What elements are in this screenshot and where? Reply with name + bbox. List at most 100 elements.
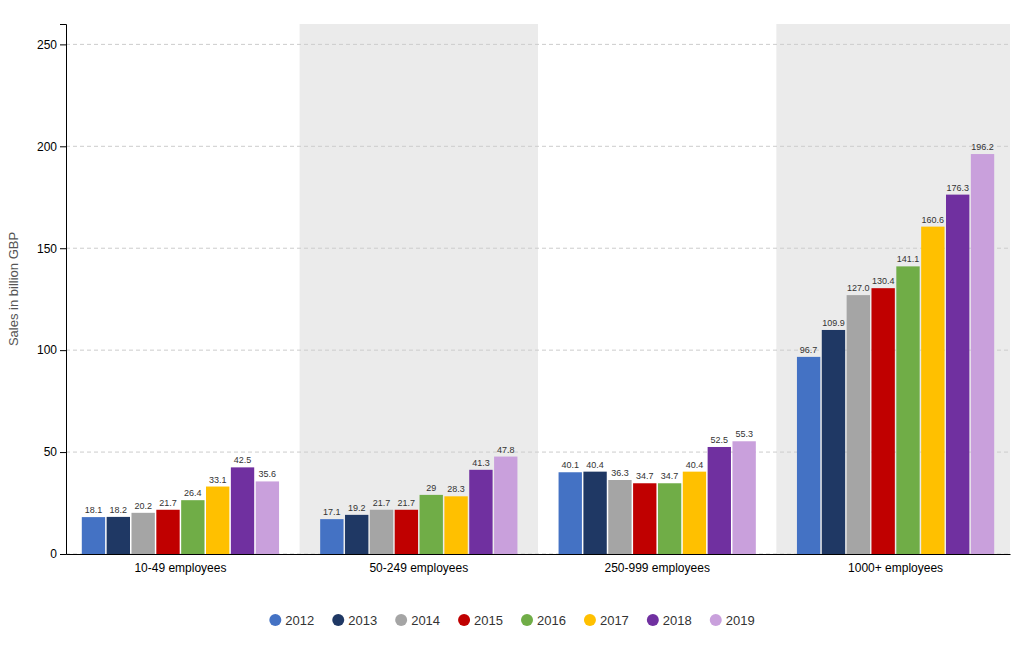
- x-tick-label: 50-249 employees: [369, 561, 468, 575]
- data-label: 21.7: [398, 498, 416, 508]
- y-tick-mark: [60, 44, 66, 45]
- x-tick: 50-249 employees: [369, 561, 468, 575]
- bar-series: [181, 266, 920, 554]
- data-label: 52.5: [711, 435, 729, 445]
- data-label: 141.1: [897, 254, 920, 264]
- bar-series: [82, 357, 821, 554]
- data-label: 21.7: [373, 498, 391, 508]
- group-shading: [300, 24, 538, 554]
- legend-item: 2012: [269, 613, 314, 628]
- grid: [66, 44, 1010, 554]
- data-label: 176.3: [946, 183, 969, 193]
- bar-series: [107, 330, 846, 554]
- data-label: 42.5: [234, 455, 252, 465]
- bar: [847, 295, 870, 554]
- bar-series: [206, 227, 945, 554]
- bar: [658, 483, 681, 554]
- bar: [871, 288, 894, 554]
- data-label: 20.2: [134, 501, 152, 511]
- bar: [797, 357, 820, 554]
- bar: [206, 487, 229, 554]
- data-label: 55.3: [735, 429, 753, 439]
- grid-line: [66, 146, 1010, 147]
- bar-series: [256, 154, 995, 554]
- y-tick-mark: [60, 350, 66, 351]
- y-tick-label: 100: [37, 343, 57, 357]
- data-label: 41.3: [472, 458, 490, 468]
- legend-marker: [521, 614, 533, 626]
- y-tick-label: 0: [50, 547, 57, 561]
- bar: [395, 510, 418, 554]
- y-tick: 200: [37, 140, 66, 154]
- legend: 20122013201420152016201720182019: [269, 613, 754, 628]
- data-label: 33.1: [209, 475, 227, 485]
- legend-label: 2018: [663, 613, 692, 628]
- bar: [946, 195, 969, 554]
- bar: [156, 510, 179, 554]
- x-tick-label: 250-999 employees: [604, 561, 709, 575]
- y-axis-title: Sales in billion GBP: [6, 232, 21, 346]
- bar: [370, 510, 393, 554]
- bar-series: [131, 295, 870, 554]
- bar: [822, 330, 845, 554]
- legend-item: 2019: [710, 613, 755, 628]
- x-axis: 10-49 employees50-249 employees250-999 e…: [67, 555, 1011, 575]
- bar: [131, 513, 154, 554]
- legend-marker: [269, 614, 281, 626]
- legend-item: 2013: [332, 613, 377, 628]
- legend-item: 2017: [584, 613, 629, 628]
- data-label: 34.7: [636, 471, 654, 481]
- bars: [82, 154, 994, 554]
- grid-line: [66, 44, 1010, 45]
- data-label: 40.4: [586, 460, 604, 470]
- data-label: 96.7: [800, 345, 818, 355]
- data-labels: 18.117.140.196.718.219.240.4109.920.221.…: [85, 142, 994, 517]
- bar: [494, 457, 517, 554]
- data-label: 160.6: [922, 215, 945, 225]
- bar: [608, 480, 631, 554]
- data-label: 34.7: [661, 471, 679, 481]
- bar-series: [156, 288, 895, 554]
- data-label: 196.2: [971, 142, 994, 152]
- y-tick-label: 150: [37, 242, 57, 256]
- data-label: 17.1: [323, 507, 341, 517]
- y-axis-line: [60, 25, 67, 555]
- data-label: 18.1: [85, 505, 103, 515]
- legend-item: 2016: [521, 613, 566, 628]
- bar: [231, 467, 254, 554]
- bar-series: [231, 195, 970, 554]
- bar: [633, 483, 656, 554]
- bar: [971, 154, 994, 554]
- data-label: 47.8: [497, 445, 515, 455]
- bar: [732, 441, 755, 554]
- legend-label: 2019: [726, 613, 755, 628]
- bar: [896, 266, 919, 554]
- bar: [683, 472, 706, 554]
- data-label: 28.3: [447, 484, 465, 494]
- y-tick-label: 250: [37, 38, 57, 52]
- y-tick-label: 50: [44, 445, 58, 459]
- data-label: 26.4: [184, 488, 202, 498]
- plot: 18.117.140.196.718.219.240.4109.920.221.…: [37, 24, 1015, 575]
- bar: [82, 517, 105, 554]
- data-label: 130.4: [872, 276, 895, 286]
- legend-marker: [332, 614, 344, 626]
- bar: [469, 470, 492, 554]
- data-label: 127.0: [847, 283, 870, 293]
- y-tick-mark: [60, 554, 66, 555]
- grid-line: [66, 248, 1010, 249]
- y-tick: 0: [50, 547, 66, 561]
- bar: [708, 447, 731, 554]
- data-label: 21.7: [159, 498, 177, 508]
- legend-item: 2015: [458, 613, 503, 628]
- group-shading: [776, 24, 1010, 554]
- data-label: 109.9: [822, 318, 845, 328]
- bar: [320, 519, 343, 554]
- group-shading-layer: [300, 24, 1010, 554]
- legend-marker: [584, 614, 596, 626]
- legend-label: 2016: [537, 613, 566, 628]
- data-label: 36.3: [611, 468, 629, 478]
- data-label: 19.2: [348, 503, 366, 513]
- legend-marker: [647, 614, 659, 626]
- x-tick: 1000+ employees: [848, 561, 943, 575]
